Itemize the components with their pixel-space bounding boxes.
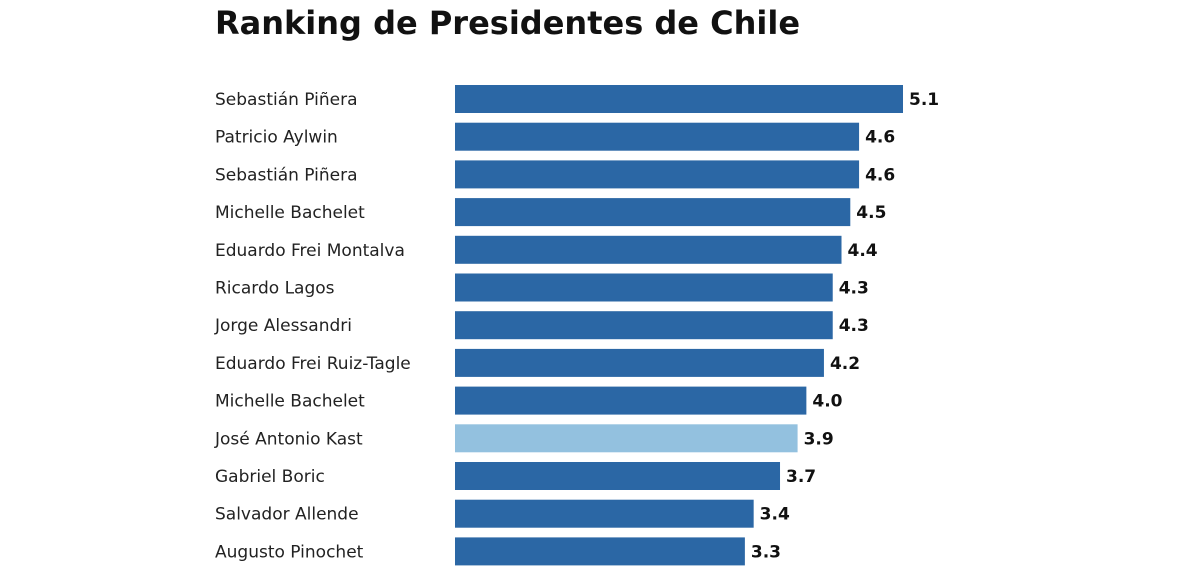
bar — [455, 499, 754, 528]
value-label: 3.9 — [804, 429, 834, 449]
category-label: Patricio Aylwin — [215, 128, 338, 148]
bar — [455, 537, 745, 566]
bar — [455, 160, 860, 189]
value-label: 4.6 — [865, 128, 895, 148]
value-label: 3.4 — [760, 505, 790, 525]
category-label: Eduardo Frei Montalva — [215, 241, 405, 261]
bar — [455, 273, 833, 302]
bar — [455, 122, 860, 151]
chart-title: Ranking de Presidentes de Chile — [215, 4, 801, 42]
bar — [455, 424, 798, 453]
category-label: Gabriel Boric — [215, 467, 325, 487]
category-label: Michelle Bachelet — [215, 203, 365, 223]
value-label: 4.3 — [839, 316, 869, 336]
category-label: Ricardo Lagos — [215, 279, 335, 299]
bar — [455, 386, 807, 415]
bar — [455, 198, 851, 227]
value-label: 4.4 — [848, 241, 878, 261]
bar — [455, 85, 903, 113]
value-label: 4.3 — [839, 279, 869, 299]
value-label: 5.1 — [909, 90, 939, 110]
category-label: Eduardo Frei Ruiz-Tagle — [215, 354, 411, 374]
value-label: 4.2 — [830, 354, 860, 374]
category-label: Sebastián Piñera — [215, 165, 358, 185]
category-label: Michelle Bachelet — [215, 392, 365, 412]
category-label: Jorge Alessandri — [214, 316, 352, 336]
value-label: 4.6 — [865, 165, 895, 185]
value-label: 4.0 — [812, 392, 842, 412]
value-label: 4.5 — [856, 203, 886, 223]
bar — [455, 462, 781, 490]
value-label: 3.7 — [786, 467, 816, 487]
category-label: Salvador Allende — [215, 505, 359, 525]
bar — [455, 311, 833, 340]
bar — [455, 235, 842, 264]
bar — [455, 348, 824, 377]
value-label: 3.3 — [751, 542, 781, 562]
category-label: Sebastián Piñera — [215, 90, 358, 110]
category-label: José Antonio Kast — [214, 429, 363, 449]
category-label: Augusto Pinochet — [215, 542, 364, 562]
